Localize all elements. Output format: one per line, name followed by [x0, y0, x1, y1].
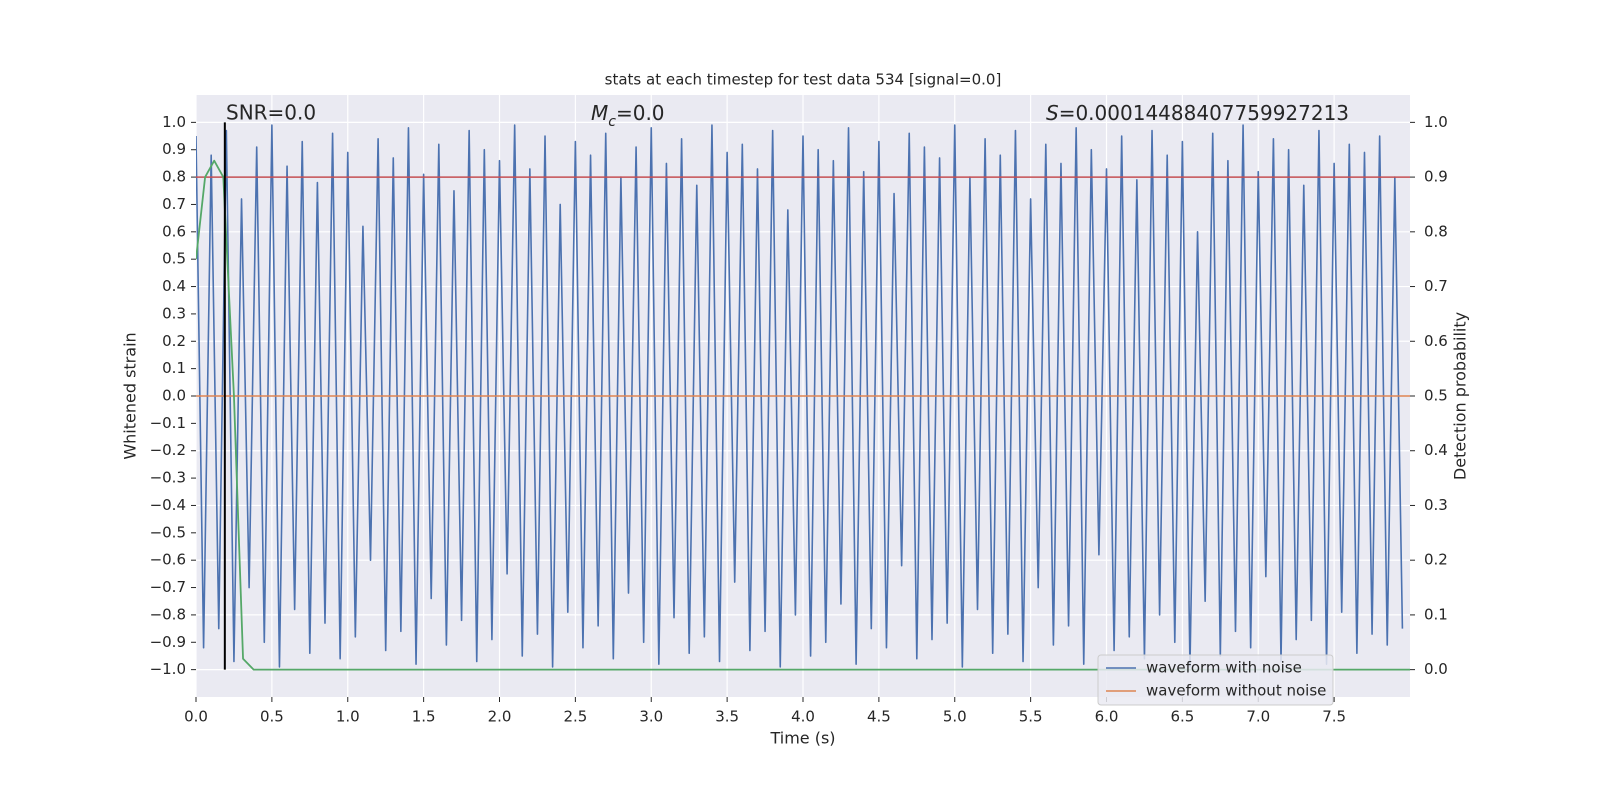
- legend-box: [1097, 654, 1334, 706]
- y2-tick-label: 0.0: [1424, 660, 1448, 678]
- x-tick-label: 1.0: [336, 708, 360, 726]
- y-tick-label: −0.5: [150, 523, 186, 541]
- y-tick-label: 1.0: [162, 113, 186, 131]
- x-tick-label: 5.5: [1019, 708, 1043, 726]
- y-tick-label: −0.7: [150, 578, 186, 596]
- y-tick-label: −0.2: [150, 441, 186, 459]
- y2-tick-label: 0.5: [1424, 387, 1448, 405]
- x-tick-label: 3.5: [715, 708, 739, 726]
- y-tick-label: 0.9: [162, 140, 186, 158]
- chart-title: stats at each timestep for test data 534…: [605, 71, 1002, 89]
- series-line: [196, 124, 1404, 668]
- y2-axis-label: Detection probability: [1451, 312, 1470, 480]
- legend: waveform with noise waveform without nois…: [1097, 654, 1334, 706]
- x-tick-label: 6.5: [1170, 708, 1194, 726]
- y-tick-label: 0.8: [162, 168, 186, 186]
- annotation-symbol: S: [1046, 101, 1059, 125]
- annotation-text: =0.0: [616, 101, 665, 125]
- x-tick-label: 7.5: [1322, 708, 1346, 726]
- legend-label: waveform without noise: [1146, 682, 1326, 700]
- x-tick-label: 2.0: [488, 708, 512, 726]
- y2-tick-label: 0.2: [1424, 551, 1448, 569]
- y2-tick-label: 0.7: [1424, 277, 1448, 295]
- annotation: S=0.00014488407759927213: [1046, 101, 1349, 125]
- x-tick-label: 0.5: [260, 708, 284, 726]
- y-axis-label: Whitened strain: [121, 332, 140, 459]
- y-tick-label: −0.4: [150, 496, 186, 514]
- annotation: Mc=0.0: [591, 101, 665, 131]
- y-tick-label: −0.1: [150, 414, 186, 432]
- x-tick-label: 5.0: [943, 708, 967, 726]
- x-tick-label: 1.5: [412, 708, 436, 726]
- y-tick-label: −0.6: [150, 551, 186, 569]
- y-tick-label: 0.1: [162, 359, 186, 377]
- plot-marks: [196, 122, 1410, 671]
- y-tick-label: 0.7: [162, 195, 186, 213]
- y2-tick-label: 0.9: [1424, 168, 1448, 186]
- y-tick-label: 0.6: [162, 222, 186, 240]
- y-tick-label: 0.5: [162, 250, 186, 268]
- y2-tick-label: 0.3: [1424, 496, 1448, 514]
- y-tick-label: 0.3: [162, 304, 186, 322]
- annotation-subscript: c: [608, 114, 616, 130]
- x-tick-label: 4.0: [791, 708, 815, 726]
- y-tick-label: −0.3: [150, 469, 186, 487]
- annotation: SNR=0.0: [226, 101, 316, 125]
- x-axis-label: Time (s): [769, 729, 835, 748]
- y2-tick-label: 0.6: [1424, 332, 1448, 350]
- x-tick-label: 0.0: [184, 708, 208, 726]
- y-tick-label: 0.0: [162, 387, 186, 405]
- y-tick-label: −0.9: [150, 633, 186, 651]
- annotation-text: =0.00014488407759927213: [1059, 101, 1349, 125]
- y-tick-label: −1.0: [150, 660, 186, 678]
- y2-tick-label: 0.1: [1424, 605, 1448, 623]
- probability-line: [196, 159, 1410, 671]
- x-tick-label: 7.0: [1246, 708, 1270, 726]
- y2-tick-label: 0.4: [1424, 441, 1448, 459]
- y-tick-label: −0.8: [150, 605, 186, 623]
- y2-tick-label: 0.8: [1424, 222, 1448, 240]
- x-tick-label: 2.5: [563, 708, 587, 726]
- x-tick-label: 6.0: [1095, 708, 1119, 726]
- y-tick-label: 0.4: [162, 277, 186, 295]
- legend-label: waveform with noise: [1146, 659, 1302, 677]
- x-tick-label: 3.0: [639, 708, 663, 726]
- labels: 0.0 0.5 1.0 1.5 2.0 2.5 3.0 3.5 4.0 4.5 5.0 5.5 6.0 6…: [150, 113, 1448, 726]
- y-tick-label: 0.2: [162, 332, 186, 350]
- y2-tick-label: 1.0: [1424, 113, 1448, 131]
- annotation-symbol: M: [591, 101, 608, 125]
- x-tick-label: 4.5: [867, 708, 891, 726]
